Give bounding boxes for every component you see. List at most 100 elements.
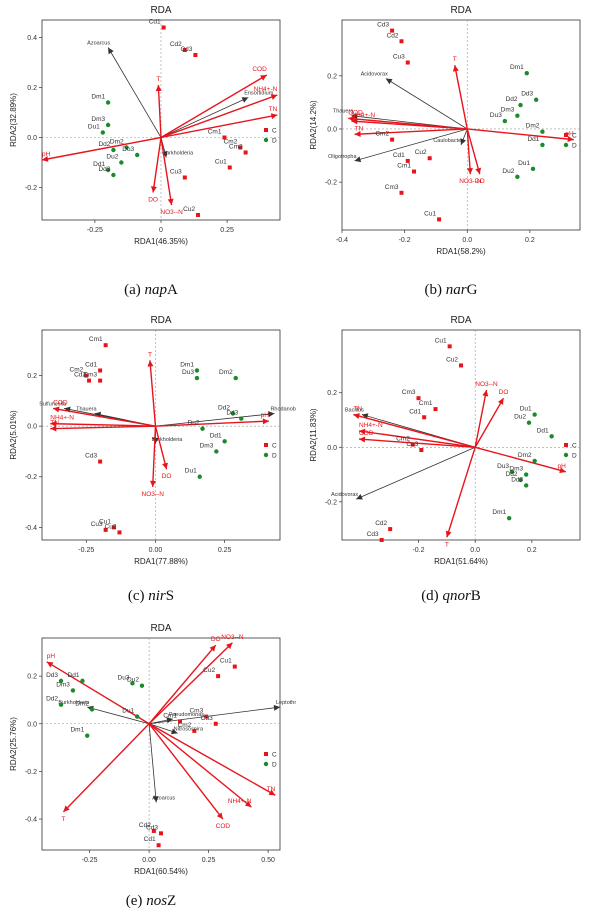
sample-label: Cd1 [393, 152, 405, 159]
sample-marker-square [227, 165, 232, 170]
sample-point: Dd1 [537, 427, 554, 439]
taxa-vector: Oligotropha [328, 128, 468, 163]
caption-gene: nar [445, 282, 467, 298]
sample-marker-square [459, 363, 463, 368]
env-vector-head [50, 420, 57, 427]
sample-marker-circle [526, 420, 532, 425]
sample-marker-circle [524, 70, 529, 76]
sample-marker-square [103, 527, 108, 532]
rda-plot-napA: RDA -0.25 0 0.25 -0.2 0.0 0.2 0.4 RDA1(46.35%) RD… [9, 5, 281, 246]
legend-marker-circle [563, 452, 569, 458]
env-vector: TN [353, 406, 476, 448]
sample-point: Cu1 [424, 210, 442, 222]
env-vector-label: TN [267, 786, 276, 793]
sample-label: Cm1 [89, 336, 103, 343]
env-vector-head [150, 186, 157, 193]
env-vector-head [270, 113, 278, 120]
sample-label: Cd3 [367, 531, 379, 538]
sample-marker-circle [80, 678, 85, 684]
rda-panel-nosZ: RDA -0.25 0.00 0.25 0.50 -0.4 -0.2 0.0 0.2 RDA1(6… [6, 618, 296, 890]
x-tick-label: -0.4 [336, 237, 348, 244]
y-tick-label: -0.2 [325, 499, 337, 506]
sample-marker-circle [540, 129, 545, 134]
sample-label: Cd2 [170, 41, 182, 48]
y-tick-label: 0.2 [27, 674, 37, 681]
env-vector-head [482, 390, 489, 397]
sample-point: Dd1 [210, 432, 227, 444]
sample-point: Cd3 [180, 46, 198, 57]
x-tick-label: 0.25 [218, 547, 232, 554]
sample-point: Dd1 [68, 672, 85, 684]
env-vector: NO3--N [459, 128, 482, 185]
env-vector: NO3--N [474, 381, 498, 448]
env-vector-head [270, 94, 278, 100]
sample-point: Cd1 [393, 152, 410, 163]
sample-marker-circle [89, 707, 95, 712]
x-tick-label: 0.50 [261, 857, 275, 864]
sample-marker-square [379, 538, 384, 542]
sample-label: Cd1 [409, 408, 421, 415]
sample-label: Du2 [514, 414, 526, 421]
env-vector-label: NO3--N [475, 381, 498, 388]
sample-point: Cu3 [406, 441, 424, 452]
env-vector-line [62, 723, 150, 813]
sample-point: Cd3 [146, 824, 163, 836]
taxa-vector: Acidovorax [331, 446, 476, 500]
sample-point: Du2 [188, 420, 205, 431]
sample-label: Dm3 [509, 466, 523, 473]
sample-label: Cu1 [215, 159, 227, 166]
caption-gene: qnor [442, 588, 471, 604]
env-vector-label: T [445, 541, 449, 548]
sample-label: Du1 [122, 708, 134, 715]
env-vector-line [358, 430, 476, 448]
env-vector-head [466, 167, 473, 175]
x-tick-label: 0.0 [462, 237, 472, 244]
sample-point: Cu2 [203, 667, 221, 679]
sample-marker-circle [515, 113, 520, 118]
sample-point: Cm1 [163, 712, 183, 724]
sample-point: Dd1 [527, 136, 545, 148]
taxa-vector-label: Rhodanobacter [270, 406, 296, 412]
env-vector-head [46, 661, 54, 668]
legend: CD [263, 443, 277, 460]
env-vector-label: NH4+-N [50, 415, 74, 422]
x-tick-label: 0 [159, 227, 163, 234]
sample-label: Cd1 [144, 836, 156, 843]
sample-marker-circle [139, 683, 145, 688]
sample-marker-square [405, 158, 410, 163]
sample-label: Cm2 [224, 139, 238, 146]
sample-marker-circle [549, 434, 554, 439]
env-vector-label: pH [558, 463, 567, 470]
taxa-vector-line [356, 446, 476, 500]
taxa-vector-label: Ensortidium [244, 91, 273, 97]
sample-marker-circle [530, 166, 536, 172]
env-vector: pH [155, 412, 270, 427]
env-vector-head [445, 530, 452, 538]
x-axis-label: RDA1(77.88%) [134, 557, 188, 566]
sample-label: Du3 [497, 463, 509, 470]
taxa-vector-head [268, 411, 275, 418]
env-vector-line [154, 425, 168, 470]
legend-marker-square [564, 133, 568, 137]
plot-frame [341, 19, 581, 231]
y-tick-label: -0.2 [25, 185, 37, 192]
sample-label: Cd2 [375, 520, 387, 527]
env-vector: COD [148, 723, 230, 830]
x-axis-label: RDA1(46.35%) [134, 237, 188, 246]
taxa-vector-head [351, 113, 358, 120]
sample-point: Cd3 [85, 453, 103, 464]
taxa-vector: Leptothrix [149, 700, 296, 725]
sample-marker-square [222, 135, 227, 140]
env-vector: pH [46, 653, 150, 725]
env-vector-label: pH [261, 412, 270, 419]
sample-label: Du3 [122, 146, 134, 153]
sample-point: Cd2 [74, 372, 92, 383]
taxa-vector: Rhodanobacter [155, 406, 296, 427]
env-vector-label: DO [211, 636, 221, 643]
sample-label: Cu3 [91, 521, 103, 528]
sample-point: Dd3 [226, 410, 244, 421]
sample-label: Du2 [106, 154, 118, 161]
sample-point: Dm3 [91, 116, 111, 128]
env-vector-line [466, 128, 481, 175]
x-tick-label: 0.00 [149, 547, 163, 554]
